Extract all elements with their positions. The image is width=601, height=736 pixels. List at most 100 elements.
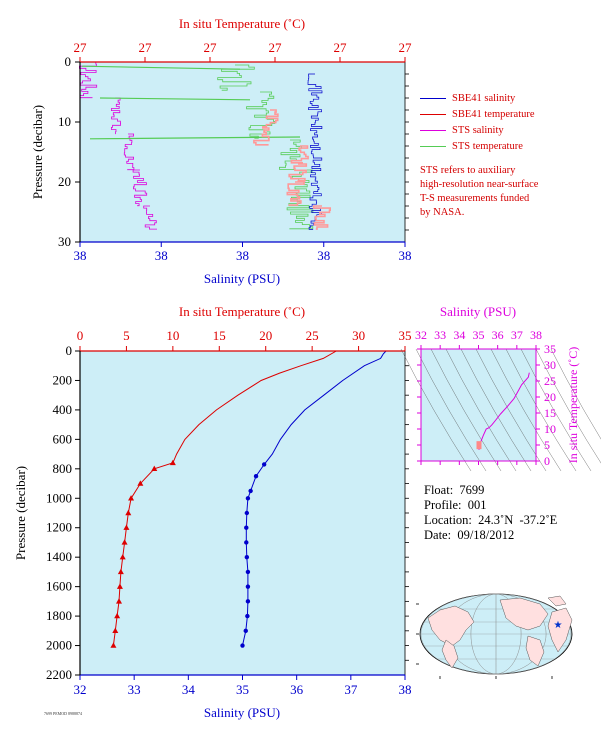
main-traces <box>110 350 387 648</box>
map-land-eurasia-west <box>427 605 475 647</box>
temperature-marker <box>128 495 135 501</box>
map-land-south-america <box>525 635 545 667</box>
top-temp-tick-label: 27 <box>334 40 348 55</box>
main-pressure-tick-label: 2200 <box>46 667 72 682</box>
legend-note-line: high-resolution near-surface <box>420 179 539 190</box>
top-temp-tick-label: 27 <box>204 40 218 55</box>
top-ticks: 27 27 27 27 27 27 38 38 38 38 38 0 10 20 30 <box>58 40 412 263</box>
main-sal-axis-label: Salinity (PSU) <box>204 705 280 720</box>
ts-temp-tick-label: 20 <box>544 390 556 404</box>
top-sal-axis-label: Salinity (PSU) <box>204 271 280 286</box>
ts-density-contour <box>460 348 532 472</box>
legend-swatch <box>420 97 446 99</box>
main-pressure-tick-label: 1000 <box>46 490 72 505</box>
main-sal-tick-label: 38 <box>399 682 412 697</box>
ts-density-contour <box>445 348 517 472</box>
main-temp-tick-label: 25 <box>306 328 319 343</box>
temperature-marker <box>121 539 128 545</box>
main-pressure-tick-label: 1400 <box>46 549 72 564</box>
ts-density-contour <box>475 348 547 472</box>
float-id: Float: 7699 <box>424 483 485 497</box>
salinity-marker <box>261 462 267 467</box>
top-temp-tick-label: 27 <box>399 40 413 55</box>
main-sal-tick-label: 34 <box>182 682 196 697</box>
ts-sal-tick-label: 34 <box>453 328 465 342</box>
top-pressure-tick-label: 30 <box>58 234 71 249</box>
salinity-marker <box>253 473 259 479</box>
ts-temp-axis-label: In situ Temperature (˚C) <box>566 347 580 464</box>
main-pressure-tick-label: 200 <box>53 372 73 387</box>
top-sal-tick-label: 38 <box>399 248 412 263</box>
main-sal-tick-label: 35 <box>236 682 249 697</box>
ts-sal-tick-label: 38 <box>530 328 542 342</box>
main-temp-axis-label: In situ Temperature (˚C) <box>179 304 305 319</box>
salinity-marker <box>244 540 249 545</box>
main-pressure-tick-label: 400 <box>53 402 73 417</box>
ts-temp-tick-label: 25 <box>544 374 556 388</box>
map-land-europe <box>547 595 567 607</box>
temperature-profile-line <box>112 350 337 646</box>
legend-note: STS refers to auxiliary high-resolution … <box>420 164 538 220</box>
legend-swatch <box>420 129 446 131</box>
main-sal-tick-label: 36 <box>290 682 304 697</box>
legend-item-sts-salinity: STS salinity <box>420 123 504 137</box>
sbe41-temperature-trace <box>312 205 331 230</box>
main-pressure-tick-label: 800 <box>53 461 73 476</box>
sbe41-temperature-trace <box>262 109 279 128</box>
main-temp-tick-label: 10 <box>166 328 179 343</box>
main-sal-tick-label: 32 <box>74 682 87 697</box>
main-pressure-tick-label: 1800 <box>46 608 72 623</box>
main-temp-tick-label: 30 <box>352 328 365 343</box>
sbe41-temperature-trace <box>286 181 305 206</box>
legend-note-line: by NASA. <box>420 207 465 218</box>
ts-density-contour <box>490 348 562 472</box>
temperature-marker <box>110 642 117 648</box>
salinity-marker <box>245 584 251 589</box>
main-temp-tick-label: 5 <box>123 328 130 343</box>
salinity-marker <box>244 510 250 516</box>
ts-temp-tick-label: 5 <box>544 438 550 452</box>
profile-number: Profile: 001 <box>424 498 487 512</box>
salinity-marker <box>245 613 250 619</box>
ts-temp-tick-label: 15 <box>544 406 556 420</box>
temperature-marker <box>151 465 158 472</box>
salinity-marker <box>240 643 245 648</box>
ts-temp-tick-label: 35 <box>544 342 556 356</box>
main-pressure-tick-label: 1200 <box>46 520 72 535</box>
sts-salinity-trace <box>123 133 135 171</box>
main-sal-tick-label: 37 <box>344 682 358 697</box>
main-temp-tick-label: 35 <box>399 328 412 343</box>
top-pressure-tick-label: 10 <box>58 114 71 129</box>
ts-deep-cluster <box>476 441 482 450</box>
map-ticks <box>416 603 553 679</box>
top-sal-tick-label: 38 <box>236 248 249 263</box>
top-pressure-axis-label: Pressure (decibar) <box>30 105 45 199</box>
top-sal-tick-label: 38 <box>74 248 87 263</box>
map-land-africa <box>547 607 573 653</box>
ts-traces <box>476 372 530 450</box>
top-panel: 27 27 27 27 27 27 38 38 38 38 38 0 10 20 30 In situ Te… <box>30 16 412 286</box>
legend-label: SBE41 temperature <box>452 108 535 120</box>
legend-note-line: STS refers to auxiliary <box>420 165 516 176</box>
ts-density-contour <box>415 348 487 472</box>
top-plot-area <box>80 62 405 242</box>
ts-sal-tick-label: 35 <box>473 328 485 342</box>
ts-temp-tick-label: 10 <box>544 422 556 436</box>
temperature-marker <box>123 524 130 530</box>
ts-temp-tick-label: 30 <box>544 358 556 372</box>
salinity-marker <box>245 569 251 575</box>
temperature-marker <box>119 553 126 560</box>
main-pressure-tick-label: 600 <box>53 431 73 446</box>
main-temp-tick-label: 20 <box>259 328 272 343</box>
temperature-marker <box>116 598 122 604</box>
credit-text: 7699 PEMOD 8988874 <box>44 711 83 716</box>
temperature-marker <box>125 509 132 516</box>
main-pressure-tick-label: 1600 <box>46 579 72 594</box>
temperature-marker <box>169 459 176 466</box>
main-panel: 0 5 10 15 20 25 30 35 32 33 34 35 36 37 38 0 200 400 600 80… <box>13 304 412 720</box>
legend-label: SBE41 salinity <box>452 92 516 104</box>
ts-density-contour <box>505 348 577 472</box>
sts-salinity-trace <box>143 205 157 230</box>
ts-sal-axis-label: Salinity (PSU) <box>440 304 516 319</box>
temperature-marker <box>117 568 124 575</box>
